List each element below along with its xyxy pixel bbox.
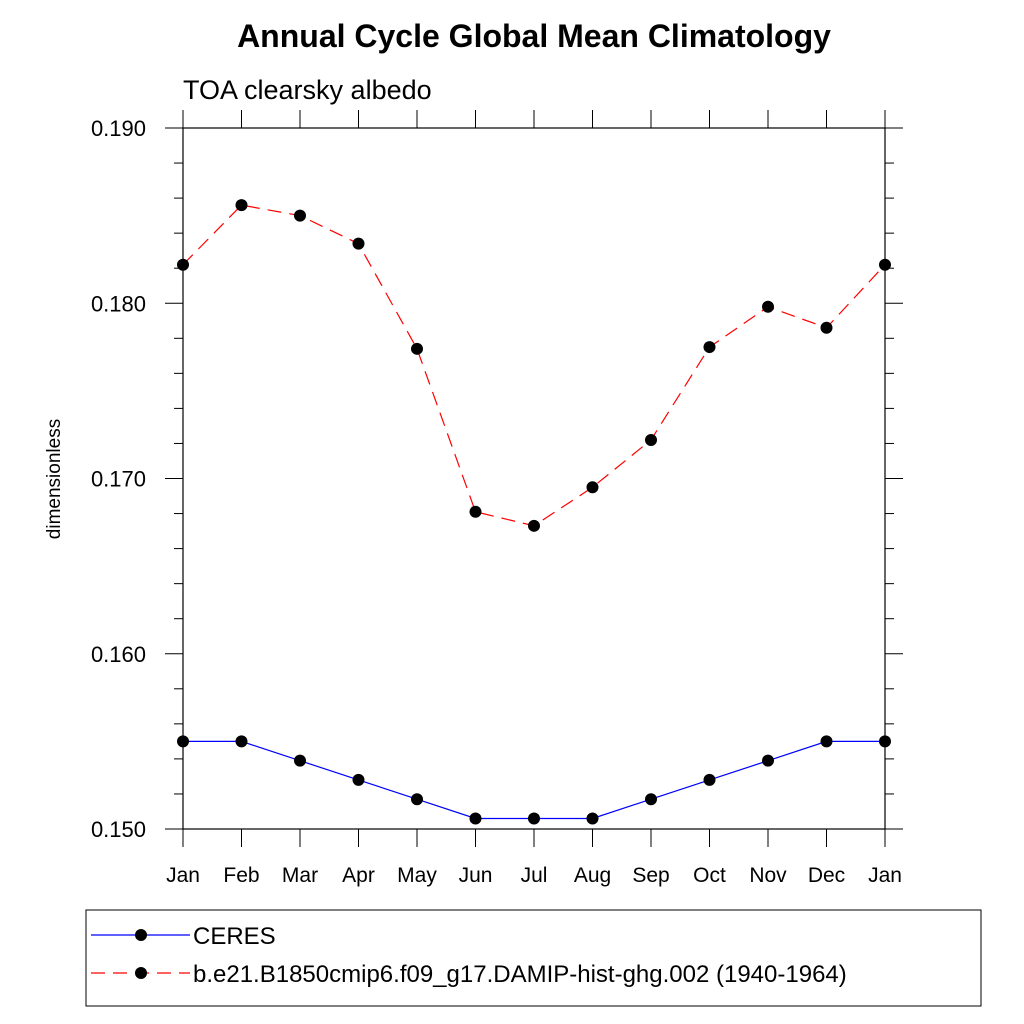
x-tick-label: Dec xyxy=(808,864,845,887)
legend-label-2: b.e21.B1850cmip6.f09_g17.DAMIP-hist-ghg.… xyxy=(193,961,847,988)
series-2-point xyxy=(352,237,365,250)
series-line-1 xyxy=(183,740,885,820)
x-tick-label: Jun xyxy=(459,864,493,887)
y-tick-labels: 0.150 0.160 0.170 0.180 0.190 xyxy=(91,116,146,842)
chart-subtitle: TOA clearsky albedo xyxy=(183,75,432,105)
axis-ticks xyxy=(165,110,903,847)
series-2-point xyxy=(177,258,189,271)
series-1-point xyxy=(235,735,248,748)
chart-title: Annual Cycle Global Mean Climatology xyxy=(237,18,831,54)
y-tick-label: 0.180 xyxy=(91,291,146,316)
series-1-point xyxy=(528,812,540,825)
series-1-point xyxy=(703,773,716,786)
series-1-point xyxy=(879,735,891,748)
series-1-point xyxy=(294,754,306,767)
x-tick-label: Mar xyxy=(282,864,318,887)
x-tick-label: Feb xyxy=(223,864,259,887)
x-tick-label: Oct xyxy=(693,864,726,887)
legend-box xyxy=(85,909,982,1007)
series-line-2 xyxy=(182,204,886,527)
series-2-point xyxy=(762,300,774,313)
y-axis-label: dimensionless xyxy=(44,419,65,539)
x-tick-labels: Jan Feb Mar Apr May Jun Jul Aug Sep Oct Nov Dec Jan xyxy=(166,864,902,887)
series-layer xyxy=(177,199,891,825)
legend-marker-1 xyxy=(135,929,147,941)
x-tick-label: Aug xyxy=(574,864,611,887)
series-2-point xyxy=(645,433,657,446)
x-tick-label: May xyxy=(397,864,437,887)
series-2-point xyxy=(294,209,306,222)
series-2-point xyxy=(879,258,891,271)
series-2-point xyxy=(469,505,482,518)
series-2-point xyxy=(411,342,423,355)
y-tick-label: 0.170 xyxy=(91,467,146,492)
series-1-point xyxy=(352,773,365,786)
x-tick-label: Jan xyxy=(166,864,200,887)
legend: CERES b.e21.B1850cmip6.f09_g17.DAMIP-hist… xyxy=(91,923,847,988)
series-2-point xyxy=(586,481,599,494)
y-tick-label: 0.160 xyxy=(91,642,146,667)
x-tick-label: Sep xyxy=(632,864,669,887)
x-tick-label: Jul xyxy=(521,864,548,887)
series-1-point xyxy=(469,812,482,825)
y-tick-label: 0.190 xyxy=(91,116,146,141)
series-1-point xyxy=(762,754,774,767)
x-tick-label: Apr xyxy=(342,864,375,887)
series-1-point xyxy=(177,735,189,748)
series-1-point xyxy=(411,793,423,806)
x-tick-label: Nov xyxy=(749,864,787,887)
legend-marker-2 xyxy=(135,967,147,979)
series-1-point xyxy=(645,793,657,806)
series-2-point xyxy=(235,199,248,212)
x-tick-label: Jan xyxy=(868,864,902,887)
legend-label-1: CERES xyxy=(193,923,276,950)
plot-frame xyxy=(182,127,886,830)
series-1-point xyxy=(586,812,599,825)
y-tick-label: 0.150 xyxy=(91,817,146,842)
series-2-point xyxy=(820,321,833,334)
series-2-point xyxy=(528,519,540,532)
series-1-point xyxy=(820,735,833,748)
series-2-point xyxy=(703,341,716,354)
